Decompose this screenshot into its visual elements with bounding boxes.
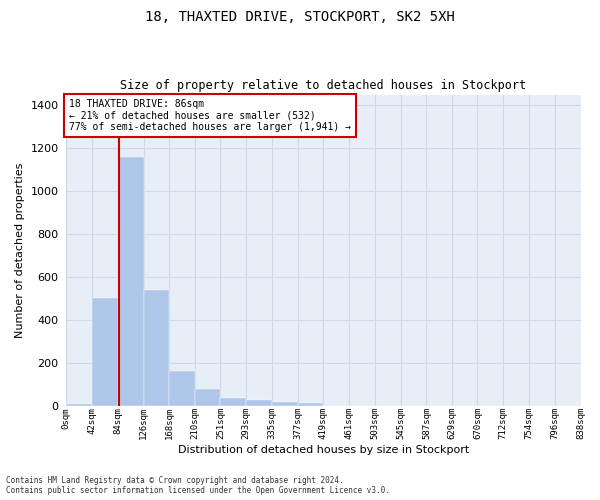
Bar [298, 403, 323, 406]
Bar [169, 372, 195, 406]
Bar [272, 402, 298, 406]
Bar [143, 290, 169, 406]
Title: Size of property relative to detached houses in Stockport: Size of property relative to detached ho… [121, 79, 526, 92]
Text: 18 THAXTED DRIVE: 86sqm
← 21% of detached houses are smaller (532)
77% of semi-d: 18 THAXTED DRIVE: 86sqm ← 21% of detache… [69, 99, 351, 132]
Bar [220, 398, 246, 406]
Y-axis label: Number of detached properties: Number of detached properties [15, 162, 25, 338]
Bar [246, 400, 272, 406]
Text: Contains HM Land Registry data © Crown copyright and database right 2024.
Contai: Contains HM Land Registry data © Crown c… [6, 476, 390, 495]
Bar [195, 388, 220, 406]
Bar [67, 404, 92, 406]
Bar [118, 157, 143, 406]
X-axis label: Distribution of detached houses by size in Stockport: Distribution of detached houses by size … [178, 445, 469, 455]
Text: 18, THAXTED DRIVE, STOCKPORT, SK2 5XH: 18, THAXTED DRIVE, STOCKPORT, SK2 5XH [145, 10, 455, 24]
Bar [92, 298, 118, 406]
